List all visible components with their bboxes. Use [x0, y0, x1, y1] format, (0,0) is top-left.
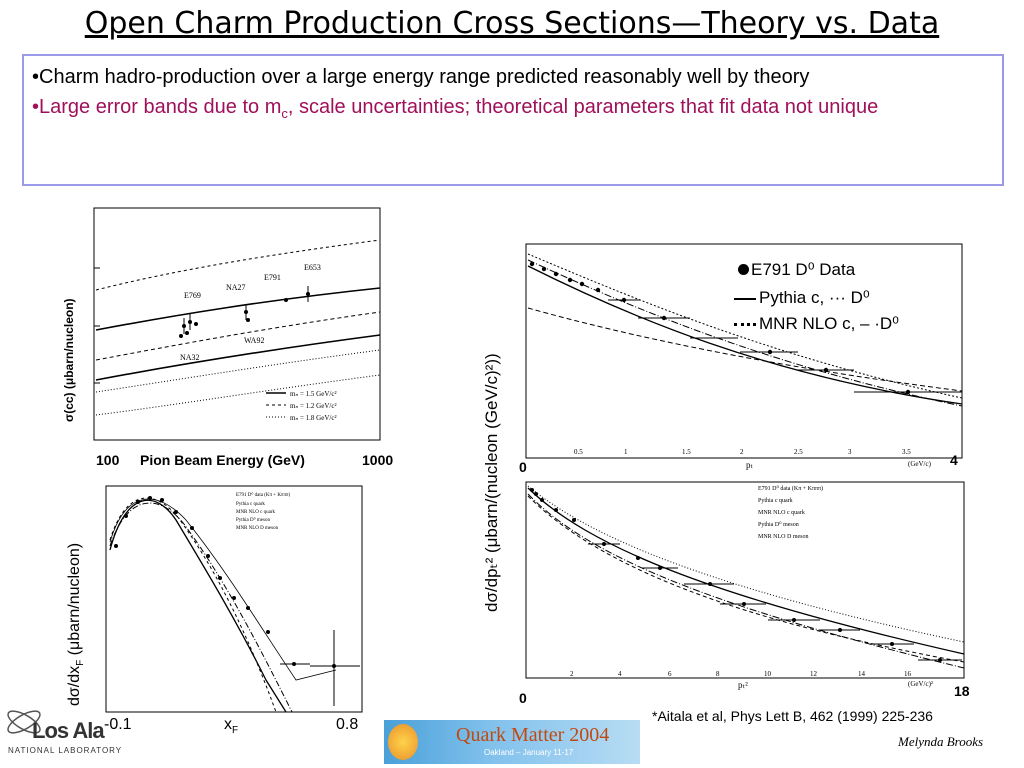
pt-xtick-6: 3 [848, 448, 852, 456]
pt-xtick-1: 0.5 [574, 448, 583, 456]
bullet-2: •Large error bands due to mc, scale unce… [32, 96, 879, 121]
pt2-legend-5: MNR NLO D meson [758, 534, 809, 540]
pt-plot-svg: 0.5 1 1.5 2 2.5 3 3.5 pₜ (GeV/c) [525, 243, 963, 470]
pt-xtick-2: 1 [624, 448, 628, 456]
pt2-legend-3: MNR NLO c quark [758, 510, 805, 516]
energy-xlabel: Pion Beam Energy (GeV) [140, 452, 305, 468]
panel-pt2-plot: E791 D⁰ data (Kπ + Kπππ) Pythia c quark … [508, 476, 966, 692]
pt-legend-pythia: Pythia c, ··· D⁰ [734, 288, 870, 308]
pt-xtick-3: 1.5 [682, 448, 691, 456]
pt-xtick-4: 2 [740, 448, 744, 456]
energy-xtick-right: 1000 [362, 452, 394, 468]
lanl-atom-icon [7, 710, 41, 734]
pt-xlabel: pₜ [746, 460, 754, 470]
exp-label-e653: E653 [304, 263, 321, 272]
energy-xtick-left: 100 [96, 452, 120, 468]
pt2-xtick-3: 6 [668, 670, 672, 678]
author-name: Melynda Brooks [898, 734, 984, 749]
xf-legend-3: MNR NLO c quark [236, 510, 276, 515]
xf-xtick-right: 0.8 [336, 716, 359, 733]
pt2-xtick-6: 12 [810, 670, 818, 678]
xf-legend-5: MNR NLO D meson [236, 526, 279, 531]
energy-legend-3: mₙ = 1.8 GeV/c² [290, 414, 337, 422]
pt2-unit: (GeV/c)² [908, 680, 933, 688]
exp-label-wa92: WA92 [244, 336, 264, 345]
panel-energy-plot: E769 NA27 E791 E653 NA32 WA92 mₙ = 1.5 G… [86, 200, 386, 450]
pt-xtick-left: 0 [519, 459, 527, 475]
pt-unit: (GeV/c) [908, 460, 932, 468]
xf-legend-4: Pythia D⁰ meson [236, 517, 270, 523]
pt2-xtick-8: 16 [904, 670, 912, 678]
pt2-xtick-1: 2 [570, 670, 574, 678]
xf-legend-1: E791 D⁰ data (Kπ + Kπππ) [236, 492, 291, 498]
pt2-xtick-left: 0 [519, 690, 527, 706]
xf-xlabel: xF [224, 716, 239, 737]
energy-plot-svg: E769 NA27 E791 E653 NA32 WA92 mₙ = 1.5 G… [93, 207, 381, 441]
pt-legend-data: E791 D⁰ Data [738, 260, 855, 280]
lanl-logo: Los Ala NATIONAL LABORATORY [4, 700, 154, 764]
panel-pt-plot: 0.5 1 1.5 2 2.5 3 3.5 pₜ (GeV/c) [508, 236, 964, 470]
pt2-xtick-2: 4 [618, 670, 622, 678]
slide-title: Open Charm Production Cross Sections—The… [84, 6, 940, 41]
pt2-legend-2: Pythia c quark [758, 498, 793, 504]
xf-ylabel: dσ/dxF (μbarn/nucleon) [66, 542, 87, 706]
energy-legend-1: mₙ = 1.5 GeV/c² [290, 390, 337, 398]
pt2-xtick-5: 10 [764, 670, 772, 678]
panel-xf-plot: E791 D⁰ data (Kπ + Kπππ) Pythia c quark … [96, 480, 364, 715]
pt-xtick-right: 4 [950, 452, 958, 468]
pt2-xtick-right: 18 [954, 683, 970, 699]
quark-matter-banner: Quark Matter 2004 Oakland – January 11-1… [384, 720, 640, 764]
pt2-xtick-7: 14 [858, 670, 866, 678]
bullet-1: •Charm hadro-production over a large ene… [32, 66, 810, 88]
energy-legend-2: mₙ = 1.2 GeV/c² [290, 402, 337, 410]
xf-plot-svg: E791 D⁰ data (Kπ + Kπππ) Pythia c quark … [105, 485, 363, 713]
pt-legend-mnr: MNR NLO c, – ·D⁰ [734, 314, 899, 334]
bullet-box: •Charm hadro-production over a large ene… [22, 54, 1004, 186]
pt2-xlabel: pₜ² [738, 680, 748, 690]
sun-icon [388, 724, 418, 760]
xf-legend-2: Pythia c quark [236, 502, 265, 507]
exp-label-e769: E769 [184, 291, 201, 300]
citation: *Aitala et al, Phys Lett B, 462 (1999) 2… [652, 708, 933, 724]
pt2-plot-svg: E791 D⁰ data (Kπ + Kπππ) Pythia c quark … [525, 481, 965, 690]
exp-label-na27: NA27 [226, 283, 246, 292]
energy-ylabel: σ(cc) (μbarn/nucleon) [62, 298, 76, 422]
pt2-xtick-4: 8 [716, 670, 720, 678]
xf-xtick-left: -0.1 [104, 716, 132, 733]
pt-xtick-7: 3.5 [902, 448, 911, 456]
exp-label-na32: NA32 [180, 353, 200, 362]
pt2-legend-4: Pythia D⁰ meson [758, 521, 799, 528]
pt-ylabel: dσ/dpₜ² (μbarn/(nucleon (GeV/c)²)) [482, 353, 501, 612]
pt2-legend-1: E791 D⁰ data (Kπ + Kπππ) [758, 485, 823, 492]
pt-xtick-5: 2.5 [794, 448, 803, 456]
exp-label-e791: E791 [264, 273, 281, 282]
